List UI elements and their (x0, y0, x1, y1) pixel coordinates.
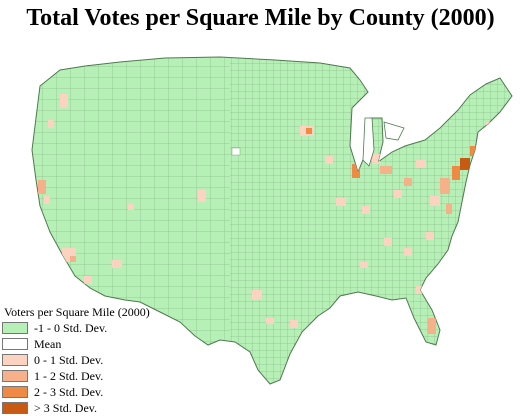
legend-swatch (2, 402, 28, 414)
legend-item: 1 - 2 Std. Dev. (2, 368, 150, 384)
great-lakes (362, 117, 405, 167)
legend-label: 1 - 2 Std. Dev. (34, 369, 104, 383)
map-title: Total Votes per Square Mile by County (2… (26, 5, 495, 31)
legend-swatch (2, 338, 28, 350)
legend-label: > 3 Std. Dev. (34, 401, 97, 415)
legend-item: Mean (2, 336, 150, 352)
legend-label: -1 - 0 Std. Dev. (34, 321, 108, 335)
legend-swatch (2, 370, 28, 382)
map-legend: Voters per Square Mile (2000) -1 - 0 Std… (2, 304, 150, 416)
legend-label: 2 - 3 Std. Dev. (34, 385, 104, 399)
legend-item: 0 - 1 Std. Dev. (2, 352, 150, 368)
legend-label: Mean (34, 337, 62, 351)
high-density-clusters (38, 94, 494, 334)
legend-item: -1 - 0 Std. Dev. (2, 320, 150, 336)
legend-swatch (2, 386, 28, 398)
legend-title: Voters per Square Mile (2000) (4, 305, 150, 319)
legend-swatch (2, 322, 28, 334)
legend-swatch (2, 354, 28, 366)
legend-item: 2 - 3 Std. Dev. (2, 384, 150, 400)
legend-item: > 3 Std. Dev. (2, 400, 150, 416)
legend-label: 0 - 1 Std. Dev. (34, 353, 104, 367)
